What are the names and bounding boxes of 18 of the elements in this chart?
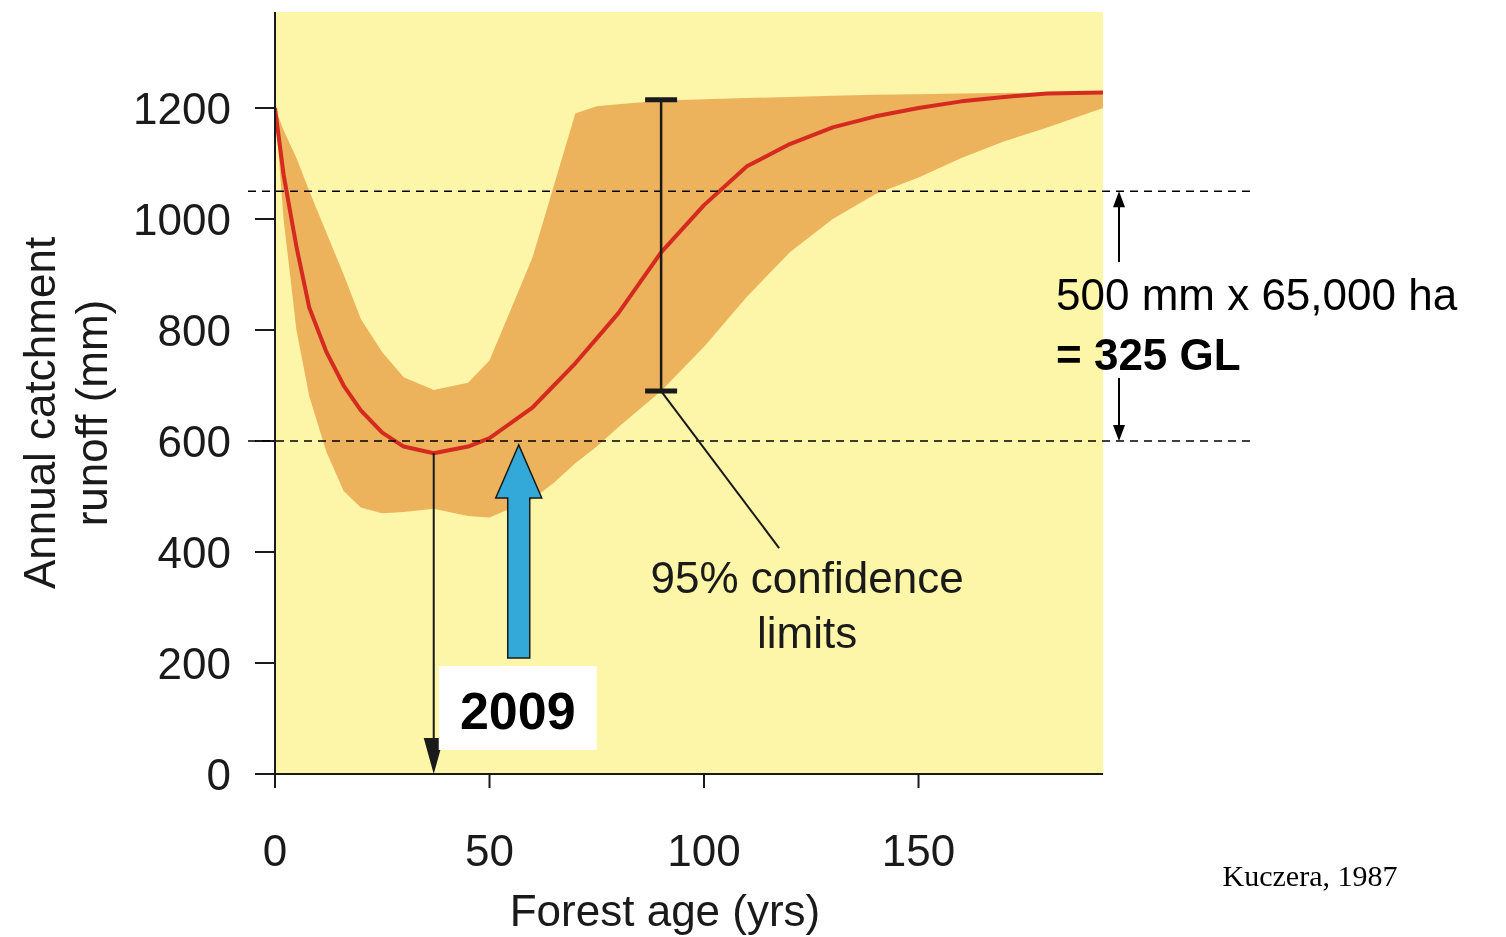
y-axis-title: Annual catchment runoff (mm): [15, 236, 116, 590]
y-tick-label: 600: [157, 416, 231, 466]
annotation: 95% confidence limits: [650, 553, 964, 658]
annotation: = 325 GL: [1056, 330, 1241, 379]
x-tick-label: 0: [262, 825, 288, 875]
y-tick-label: 1200: [133, 83, 231, 133]
y-tick-label: 800: [157, 305, 231, 355]
annotation: 500 mm x 65,000 ha: [1056, 270, 1458, 319]
y-tick-label: 0: [206, 749, 231, 799]
y-tick-label: 400: [157, 527, 231, 577]
y-tick-label: 200: [157, 638, 231, 688]
x-tick-label: 100: [667, 825, 741, 875]
y-tick-label: 1000: [133, 194, 231, 244]
annotation: 2009: [459, 682, 576, 740]
x-axis-title: Forest age (yrs): [509, 886, 821, 935]
text: Kuczera, 1987: [1222, 859, 1398, 892]
x-tick-label: 150: [881, 825, 956, 875]
x-tick-label: 50: [465, 825, 514, 875]
